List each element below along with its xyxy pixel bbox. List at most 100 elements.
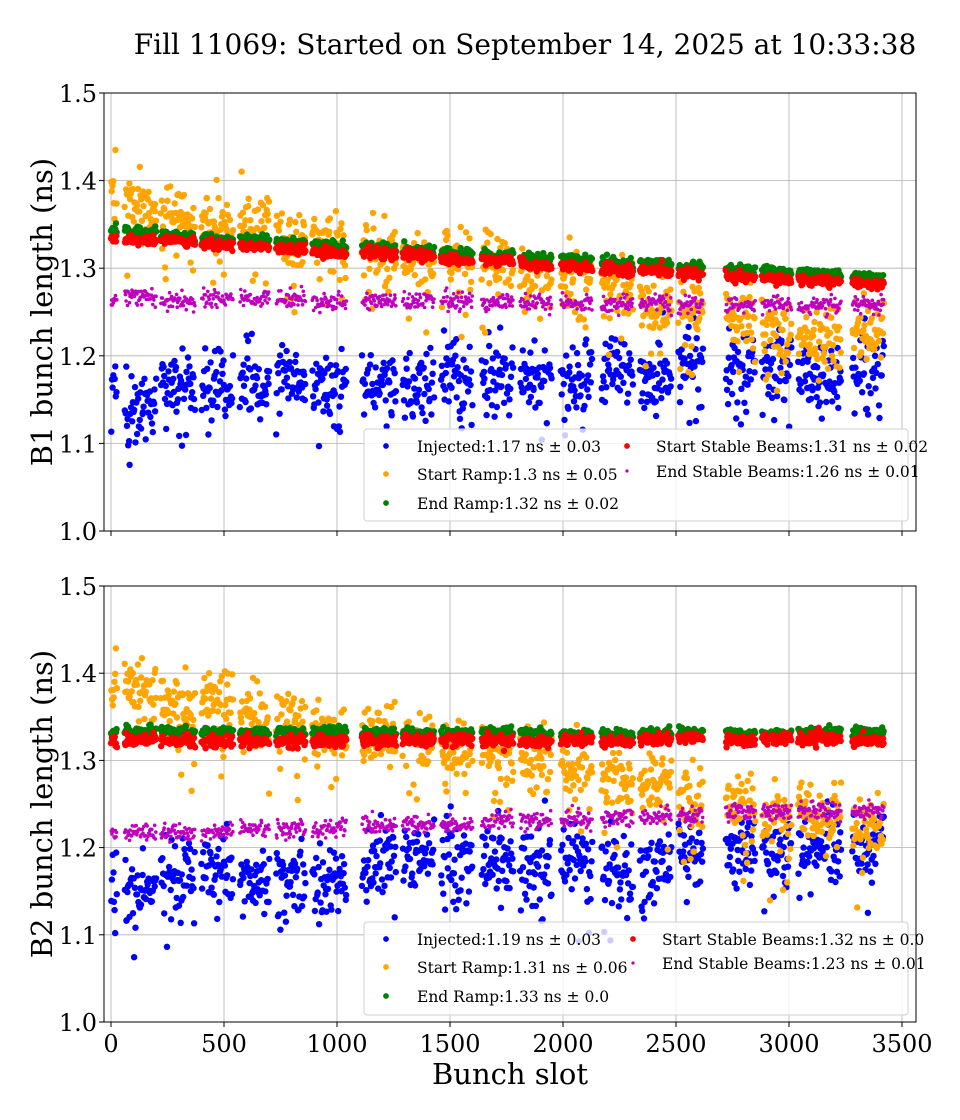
data-point	[799, 300, 804, 305]
data-point	[158, 197, 165, 204]
data-point	[860, 326, 867, 334]
data-point	[685, 323, 692, 330]
data-point	[178, 296, 182, 301]
data-point	[523, 291, 528, 296]
data-point	[222, 298, 226, 303]
data-point	[699, 358, 706, 366]
data-point	[487, 230, 494, 238]
data-point	[276, 352, 284, 359]
data-point	[301, 870, 308, 877]
scatter-points	[107, 645, 887, 961]
data-point	[612, 336, 619, 343]
data-point	[630, 301, 634, 306]
data-point	[823, 398, 830, 406]
data-point	[192, 300, 196, 305]
data-point	[656, 341, 663, 348]
data-point	[506, 293, 510, 298]
data-point	[734, 338, 741, 345]
data-point	[383, 365, 391, 372]
data-point	[641, 404, 648, 412]
data-point	[342, 274, 349, 282]
data-point	[458, 307, 463, 311]
data-point	[316, 840, 324, 847]
data-point	[814, 384, 822, 391]
data-point	[366, 265, 373, 273]
data-point	[785, 308, 790, 313]
data-point	[392, 868, 399, 876]
data-point	[386, 864, 393, 872]
data-point	[287, 301, 292, 305]
data-point	[428, 379, 436, 386]
data-point	[190, 236, 198, 244]
data-point	[154, 294, 158, 299]
data-point	[286, 216, 294, 223]
data-point	[548, 254, 555, 261]
data-point	[339, 294, 344, 298]
data-point	[669, 296, 673, 300]
data-point	[365, 242, 373, 249]
data-point	[127, 300, 132, 305]
data-point	[828, 347, 835, 354]
data-point	[302, 293, 306, 298]
data-point	[430, 359, 437, 366]
data-point	[746, 368, 753, 375]
data-point	[663, 300, 668, 304]
data-point	[484, 394, 491, 402]
data-point	[111, 375, 118, 383]
data-point	[746, 293, 753, 301]
data-point	[852, 308, 857, 312]
data-point	[820, 303, 825, 308]
data-point	[776, 293, 780, 298]
data-point	[191, 406, 199, 413]
data-point	[228, 395, 236, 402]
data-point	[681, 355, 688, 362]
data-point	[868, 315, 875, 322]
data-point	[442, 386, 449, 393]
data-point	[627, 281, 634, 288]
data-point	[510, 304, 515, 308]
data-point	[189, 267, 197, 274]
data-point	[173, 252, 180, 259]
data-point	[803, 314, 810, 321]
data-point	[503, 302, 508, 307]
data-point	[784, 349, 792, 356]
data-point	[411, 271, 418, 279]
data-point	[311, 907, 319, 915]
data-point	[581, 402, 588, 410]
scatter-points	[107, 146, 887, 468]
data-point	[430, 305, 435, 310]
data-point	[207, 850, 214, 857]
data-point	[879, 314, 886, 321]
data-point	[243, 332, 250, 339]
legend-label: Start Ramp:1.3 ns ± 0.05	[417, 466, 618, 484]
data-point	[668, 261, 675, 268]
data-point	[239, 369, 246, 376]
data-point	[547, 298, 551, 303]
data-point	[531, 282, 539, 290]
data-point	[334, 297, 339, 302]
data-point	[165, 368, 172, 375]
data-point	[438, 362, 446, 369]
data-point	[643, 301, 648, 305]
data-point	[336, 293, 341, 297]
data-point	[292, 874, 300, 881]
data-point	[186, 363, 193, 370]
data-point	[282, 918, 290, 925]
data-point	[326, 866, 333, 873]
data-point	[386, 302, 390, 307]
data-point	[606, 343, 614, 350]
data-point	[113, 849, 120, 856]
data-point	[335, 423, 343, 430]
data-point	[133, 202, 141, 209]
data-point	[668, 267, 675, 275]
data-point	[690, 258, 697, 265]
data-point	[174, 396, 182, 403]
data-point	[124, 299, 128, 303]
data-point	[627, 307, 631, 312]
data-point	[379, 304, 384, 309]
data-point	[729, 297, 734, 301]
data-point	[699, 271, 707, 278]
data-point	[129, 186, 137, 193]
data-point	[834, 344, 841, 352]
data-point	[454, 364, 461, 371]
